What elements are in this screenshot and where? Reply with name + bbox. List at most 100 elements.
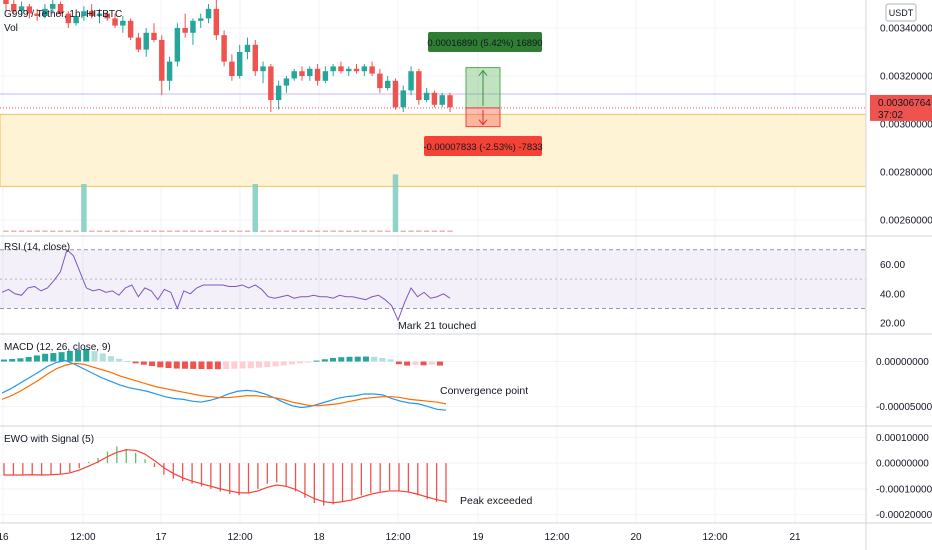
candle-body-39: [307, 68, 313, 76]
candle-body-49: [384, 80, 391, 88]
macd-hist-bar-49: [404, 361, 411, 366]
candle-body-28: [221, 35, 227, 62]
macd-hist-bar-50: [412, 361, 419, 366]
candle-body-50: [392, 80, 399, 108]
candle-body-38: [299, 71, 305, 76]
candle-body-57: [447, 95, 453, 108]
candle-body-41: [322, 71, 329, 81]
macd-hist-bar-45: [371, 356, 378, 362]
chart-title: G999 / Tether, 1h, HITBTC: [4, 9, 122, 20]
macd-hist-bar-10: [83, 348, 90, 362]
candle-body-29: [229, 61, 235, 76]
price-axis[interactable]: 0.00340000 0.00320000 0.00300000 0.00280000…: [870, 24, 932, 227]
rsi-pane: 60.00 40.00 20.00: [0, 248, 905, 330]
volume-bar-44: [346, 230, 352, 232]
time-tick-9: 12:00: [702, 532, 727, 543]
volume-bar-33: [260, 230, 266, 232]
candle-body-11: [88, 11, 95, 16]
volume-bar-22: [174, 230, 181, 232]
candle-body-26: [205, 8, 212, 19]
volume-bar-31: [244, 230, 251, 232]
target-label-bg: [428, 32, 542, 52]
candle-body-53: [416, 71, 422, 100]
time-tick-0: 16: [0, 532, 9, 543]
ewo-tick-1: 0.00000000: [876, 459, 929, 470]
stop-label-bg: [424, 136, 542, 156]
ewo-pane: 0.00010000 0.00000000 -0.00010000 -0.000200…: [0, 433, 932, 521]
macd-tick-0: 0.00000000: [876, 357, 929, 368]
macd-hist-bar-31: [256, 361, 263, 368]
volume-bars: [3, 174, 453, 232]
volume-bar-17: [135, 230, 142, 232]
volume-bar-1: [11, 230, 17, 232]
volume-bar-53: [416, 230, 422, 232]
volume-bar-3: [26, 230, 33, 232]
macd-hist-bar-25: [206, 361, 213, 370]
currency-badge-frame: [885, 3, 917, 22]
macd-hist-bar-8: [66, 350, 73, 362]
candle-body-55: [431, 92, 438, 105]
volume-bar-21: [166, 230, 173, 232]
currency-badge[interactable]: USDT: [885, 3, 917, 22]
macd-annotation: Convergence point: [440, 385, 528, 397]
volume-bar-32: [252, 184, 258, 232]
volume-bar-36: [283, 230, 290, 232]
candle-body-45: [353, 68, 360, 72]
macd-hist-bar-11: [91, 351, 98, 362]
volume-bar-55: [431, 230, 438, 232]
volume-bar-24: [190, 230, 196, 232]
macd-hist-bar-43: [354, 356, 361, 362]
candle-body-7: [57, 4, 64, 14]
candle-body-17: [135, 37, 142, 50]
macd-hist-bar-33: [272, 361, 279, 367]
candle-body-52: [408, 71, 414, 91]
candle-body-56: [439, 95, 445, 105]
macd-hist-bar-17: [140, 361, 147, 365]
target-arrow-head: [478, 69, 488, 76]
countdown-value: 37:02: [878, 110, 903, 121]
ewo-annotation: Peak exceeded: [460, 495, 533, 507]
macd-hist-bar-48: [395, 361, 402, 365]
volume-bar-50: [392, 174, 399, 232]
candle-body-32: [252, 44, 258, 72]
volume-bar-38: [299, 230, 305, 232]
candle-body-16: [127, 20, 134, 38]
macd-hist-bar-5: [42, 353, 49, 362]
volume-bar-45: [353, 230, 360, 232]
volume-bar-26: [205, 230, 212, 232]
macd-hist-bar-13: [107, 356, 114, 362]
price-tick-2: 0.00300000: [880, 120, 932, 131]
volume-bar-51: [400, 230, 406, 232]
macd-hist-bar-30: [247, 361, 254, 369]
macd-hist-bar-39: [321, 359, 328, 362]
rsi-line: [1, 248, 451, 322]
macd-hist-bar-14: [116, 358, 123, 362]
candle-body-4: [34, 13, 40, 16]
candle-body-48: [377, 73, 383, 88]
volume-bar-28: [221, 230, 227, 232]
volume-bar-46: [361, 230, 368, 232]
volume-bar-49: [384, 230, 391, 232]
candle-body-14: [112, 18, 118, 26]
rsi-title: RSI (14, close): [4, 242, 70, 253]
long-position-tool[interactable]: 0.00016890 (5.42%) 16890 -0.00007833 (-2.…: [423, 32, 543, 156]
macd-hist-bar-52: [428, 361, 435, 365]
volume-bar-41: [322, 230, 329, 232]
ewo-tick-0: 0.00010000: [876, 433, 929, 444]
macd-hist-bar-22: [181, 361, 188, 369]
candle-body-33: [260, 66, 266, 72]
macd-hist-bar-16: [132, 361, 139, 364]
macd-line: [1, 360, 447, 411]
volume-bar-29: [229, 230, 235, 232]
rsi-tick-1: 40.00: [880, 289, 905, 300]
time-tick-8: 20: [630, 532, 642, 543]
volume-bar-13: [104, 230, 110, 232]
volume-bar-2: [18, 230, 25, 232]
rsi-tick-0: 60.00: [880, 260, 905, 271]
time-axis[interactable]: 16 12:00 17 12:00 18 12:00 19 12:00 20 12:00 21: [0, 532, 801, 543]
volume-bar-19: [151, 230, 157, 232]
volume-bar-8: [65, 230, 72, 232]
volume-bar-35: [275, 230, 282, 232]
